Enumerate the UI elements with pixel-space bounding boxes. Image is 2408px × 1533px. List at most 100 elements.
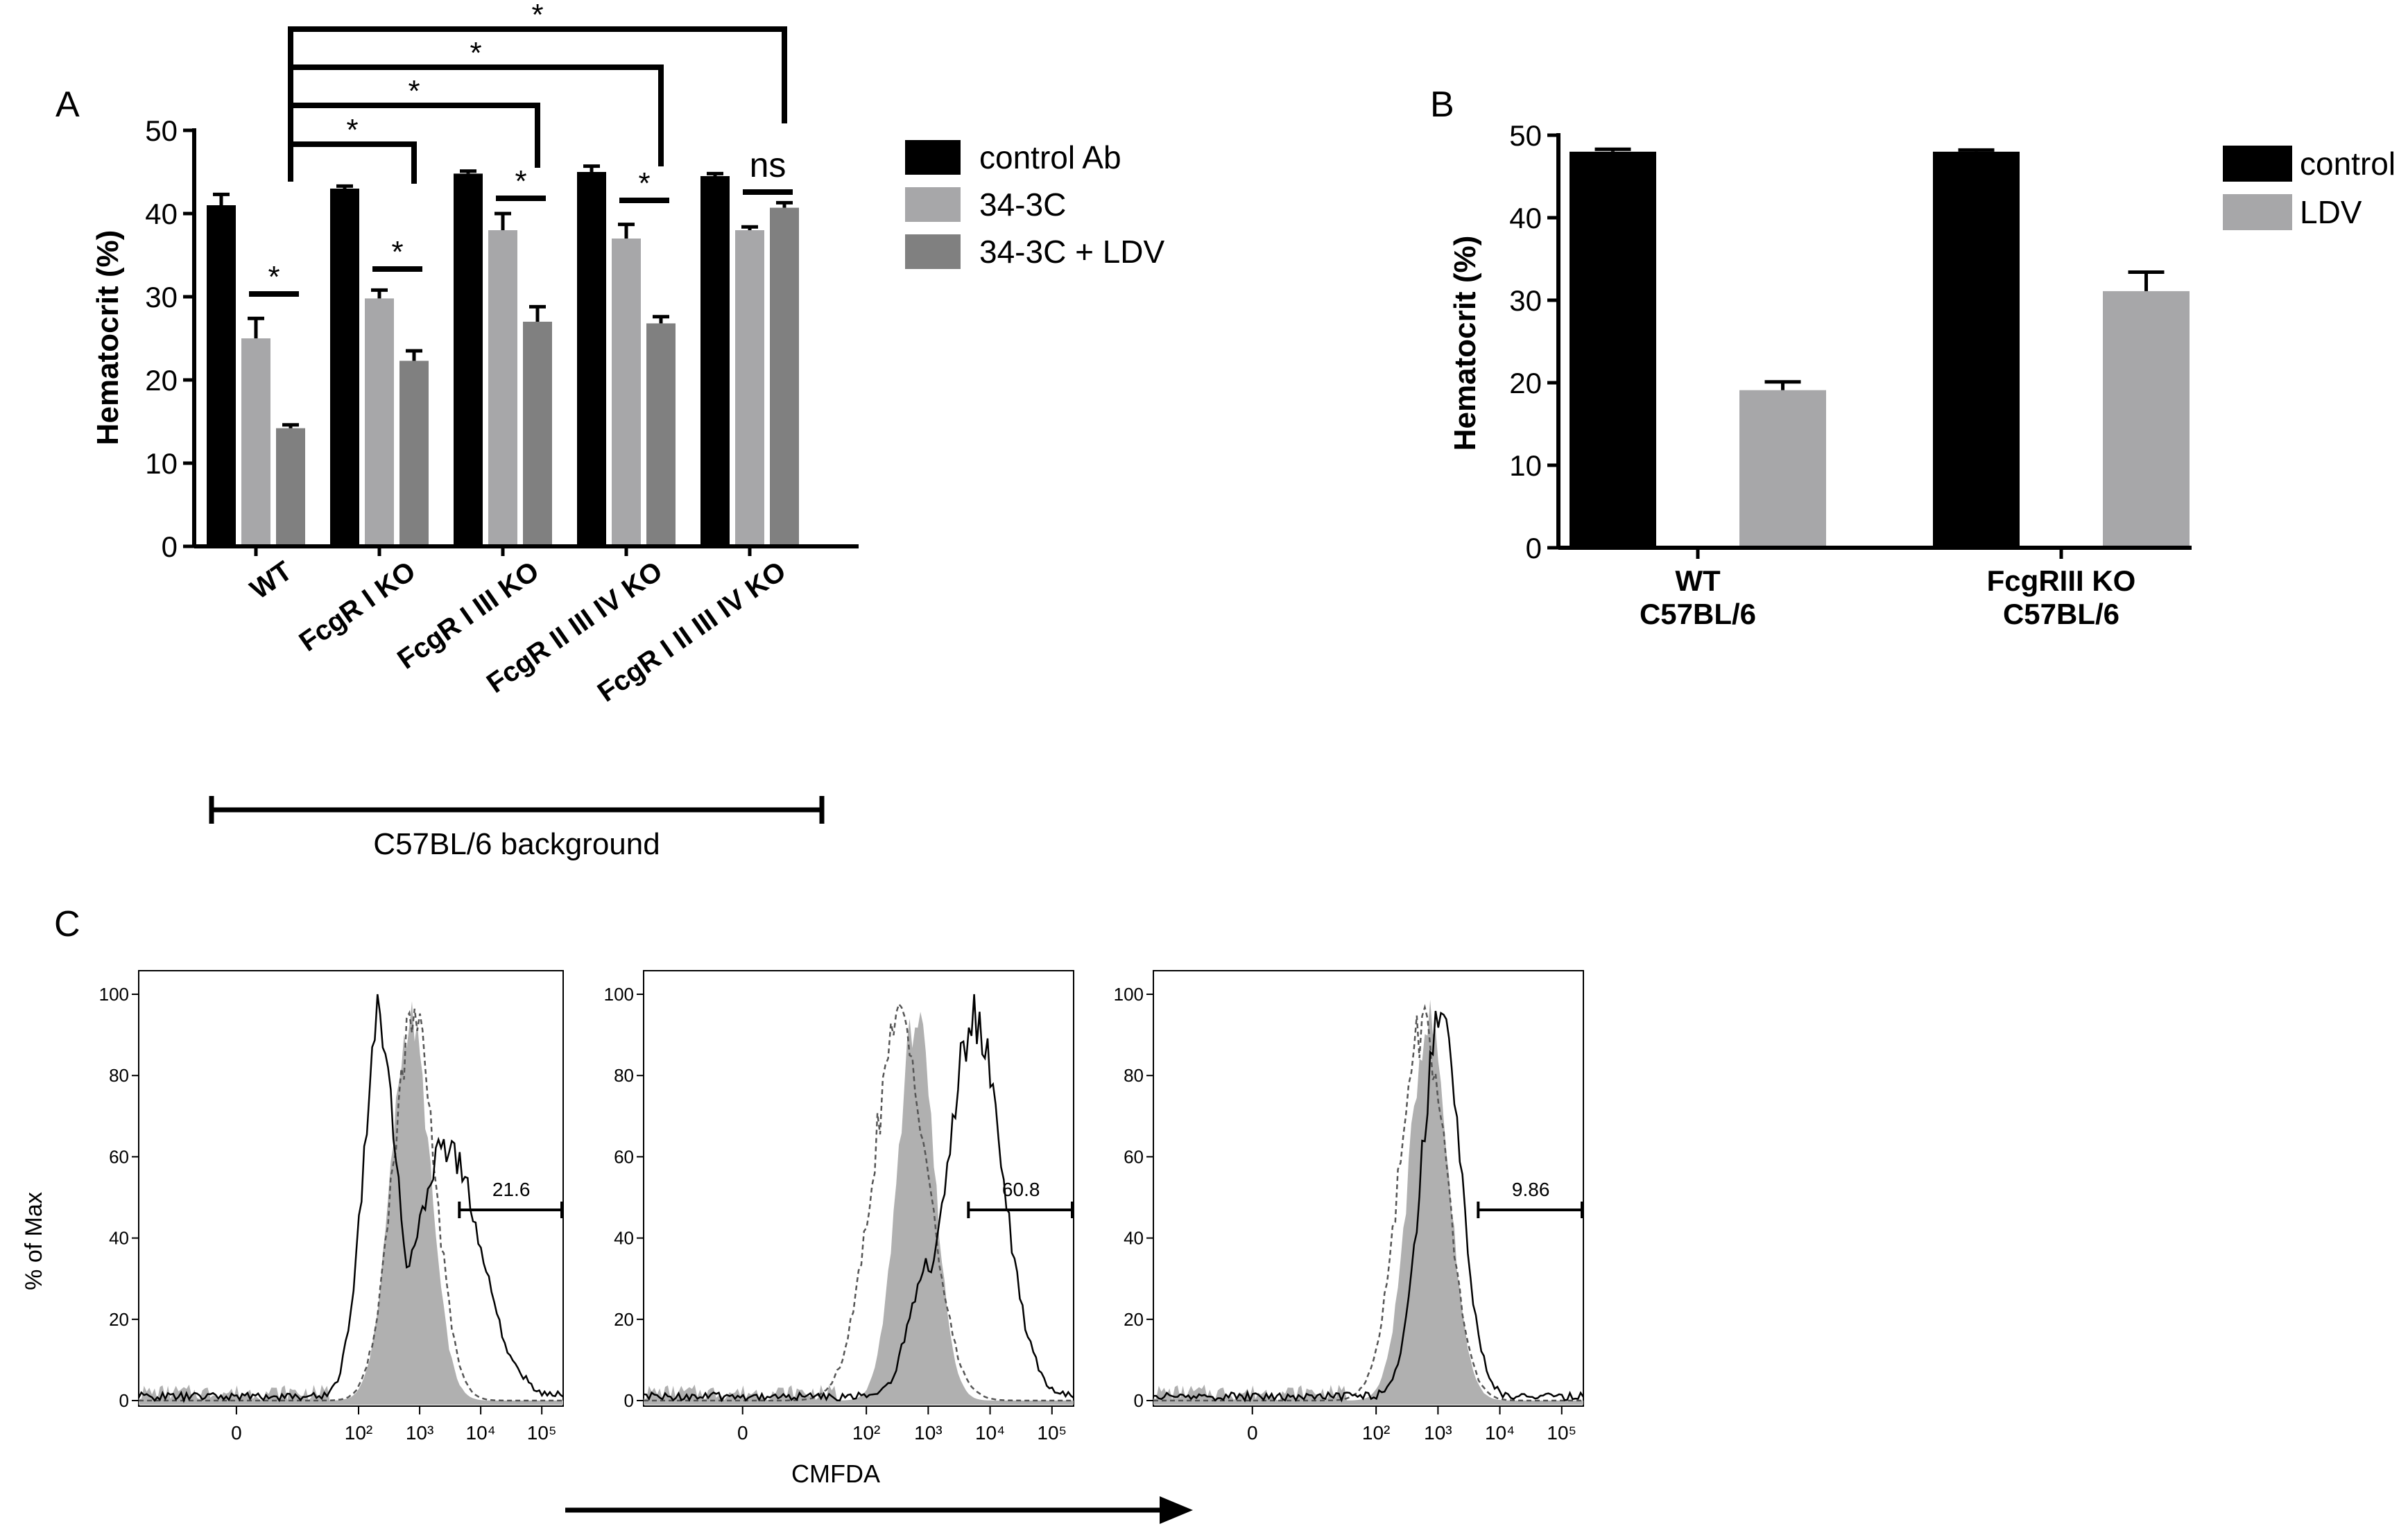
panel-a-chart: Hematocrit (%) 0 10 20 30 40 50 * * * * ns * * * * WT…: [91, 0, 859, 861]
x-tick-label-2: 10³: [1424, 1422, 1452, 1444]
y-tick-label-40: 40: [614, 1228, 634, 1249]
histogram-plot-3: 0 20 40 60 80 100 0 10² 10³ 10⁴ 10⁵ 9.86: [1114, 970, 1585, 1444]
y-tick-label-0: 0: [624, 1390, 634, 1411]
y-tick-label-80: 80: [614, 1065, 634, 1086]
bar-fcgr-ii-iii-iv-ko-34-3c: [612, 239, 641, 546]
filled-histogram-1: [139, 1001, 563, 1405]
panel-label-c: C: [54, 904, 80, 944]
y-tick-label-40: 40: [1124, 1228, 1144, 1249]
y-tick-label-20: 20: [1124, 1309, 1144, 1330]
panel-b-y-axis-label: Hematocrit (%): [1448, 236, 1482, 451]
x-tick-label-2: 10³: [914, 1422, 942, 1444]
x-tick-label-1: 10²: [1362, 1422, 1390, 1444]
bar-fcgr-ii-iii-iv-ko-control-ab: [577, 172, 606, 546]
solid-histogram-1: [137, 994, 564, 1403]
bar-wt-34-3c-ldv: [276, 428, 305, 546]
bar-fcgriii-ko-ldv: [2103, 291, 2190, 548]
y-tick-label-20: 20: [145, 364, 178, 397]
x-tick-label-wt: WT: [245, 555, 298, 605]
sig-bracket-label-wt-vs-fcgr-ii-iii-iv-ko: *: [470, 36, 481, 70]
filled-histogram-2: [644, 1012, 1074, 1405]
x-tick-label-4: 10⁵: [1547, 1422, 1576, 1444]
panel-c-x-axis-label: CMFDA: [791, 1460, 880, 1488]
panel-label-a: A: [55, 85, 80, 125]
x-tick-label-wt: WT: [1675, 564, 1721, 597]
y-tick-label-40: 40: [1509, 202, 1542, 234]
plot-frame-1: [138, 970, 564, 1407]
bar-fcgriii-ko-control: [1933, 151, 2020, 548]
x-tick-sublabel-wt: C57BL/6: [1640, 598, 1756, 630]
sig-bracket-label-wt-vs-fcgr-i-ko: *: [346, 113, 358, 147]
y-tick-label-0: 0: [119, 1390, 129, 1411]
y-tick-label-10: 10: [1509, 449, 1542, 482]
filled-histogram-3: [1153, 999, 1583, 1405]
y-tick-label-100: 100: [99, 984, 129, 1005]
legend-swatch-control-ab: [905, 140, 961, 175]
y-tick-label-60: 60: [109, 1146, 129, 1167]
sig-bracket-label-wt-vs-fcgr-i-iii-ko: *: [408, 74, 420, 108]
bar-wt-ldv: [1739, 390, 1826, 548]
legend-swatch-ldv: [2223, 194, 2292, 230]
legend-label-34-3c-ldv: 34-3C + LDV: [979, 234, 1165, 270]
x-tick-label-1: 10²: [852, 1422, 880, 1444]
panel-b-legend: control LDV: [2223, 146, 2396, 230]
sig-bracket-label-wt-vs-fcgr-i-ii-iii-iv-ko: *: [531, 0, 543, 32]
y-tick-label-60: 60: [1124, 1146, 1144, 1167]
bar-fcgr-i-ko-34-3c-ldv: [399, 361, 429, 546]
y-tick-label-40: 40: [145, 198, 178, 230]
bar-wt-control-ab: [207, 205, 236, 546]
histogram-plot-2: 0 20 40 60 80 100 0 10² 10³ 10⁴ 10⁵ 60.8: [604, 970, 1074, 1444]
y-tick-label-50: 50: [145, 114, 178, 147]
sig-label-fcgr-i-ii-iii-iv-ko: ns: [750, 146, 786, 184]
bar-wt-34-3c: [241, 338, 270, 546]
x-tick-label-fcgriii-ko: FcgRIII KO: [1987, 564, 2136, 597]
sig-label-fcgr-i-ko: *: [391, 235, 403, 269]
legend-swatch-34-3c: [905, 187, 961, 222]
dashed-histogram-1: [139, 1008, 563, 1402]
panel-a-y-axis-label: Hematocrit (%): [91, 230, 125, 446]
legend-swatch-control: [2223, 146, 2292, 182]
x-tick-label-4: 10⁵: [527, 1422, 557, 1444]
legend-label-control-ab: control Ab: [979, 139, 1121, 175]
cmfda-arrow-head: [1160, 1496, 1193, 1524]
y-tick-label-80: 80: [109, 1065, 129, 1086]
x-tick-label-0: 0: [737, 1422, 748, 1444]
plot-frame-2: [643, 970, 1074, 1407]
solid-histogram-2: [643, 994, 1074, 1403]
panel-c-histograms: % of Max 0 20 40 60 80 100 0 10² 10³ 10⁴ 10⁵ 21.6 0 2…: [21, 970, 1585, 1524]
y-tick-label-0: 0: [162, 530, 178, 563]
x-tick-label-3: 10⁴: [466, 1422, 496, 1444]
bar-fcgr-i-iii-ko-34-3c-ldv: [523, 322, 552, 546]
plot-frame-3: [1153, 970, 1584, 1407]
gate-value-2: 60.8: [1002, 1179, 1040, 1200]
panel-a-legend: control Ab 34-3C 34-3C + LDV: [905, 139, 1165, 270]
legend-label-control: control: [2300, 146, 2396, 182]
y-tick-label-0: 0: [1526, 532, 1542, 564]
x-tick-label-2: 10³: [406, 1422, 433, 1444]
y-tick-label-30: 30: [145, 281, 178, 313]
sig-bracket-wt-vs-fcgr-i-ii-iii-iv-ko: [288, 26, 787, 182]
y-tick-label-20: 20: [109, 1309, 129, 1330]
y-tick-label-80: 80: [1124, 1065, 1144, 1086]
bar-fcgr-i-ko-control-ab: [330, 189, 359, 546]
bar-fcgr-i-ii-iii-iv-ko-34-3c-ldv: [770, 207, 799, 546]
dashed-histogram-3: [1153, 1003, 1583, 1402]
dashed-histogram-2: [644, 1002, 1074, 1402]
y-tick-label-50: 50: [1509, 119, 1542, 152]
legend-swatch-34-3c-ldv: [905, 234, 961, 269]
x-tick-label-1: 10²: [345, 1422, 372, 1444]
bar-fcgr-i-ko-34-3c: [365, 298, 394, 546]
y-tick-label-20: 20: [1509, 367, 1542, 399]
x-tick-label-fcgr-i-ko: FcgR I KO: [294, 555, 422, 657]
legend-label-ldv: LDV: [2300, 194, 2362, 230]
sig-label-fcgr-i-iii-ko: *: [515, 164, 526, 198]
sig-label-wt: *: [268, 260, 280, 294]
x-tick-label-3: 10⁴: [975, 1422, 1005, 1444]
solid-histogram-3: [1153, 1010, 1585, 1403]
gate-value-3: 9.86: [1512, 1179, 1550, 1200]
y-tick-label-60: 60: [614, 1146, 634, 1167]
x-tick-label-0: 0: [1247, 1422, 1258, 1444]
y-tick-label-0: 0: [1134, 1390, 1144, 1411]
